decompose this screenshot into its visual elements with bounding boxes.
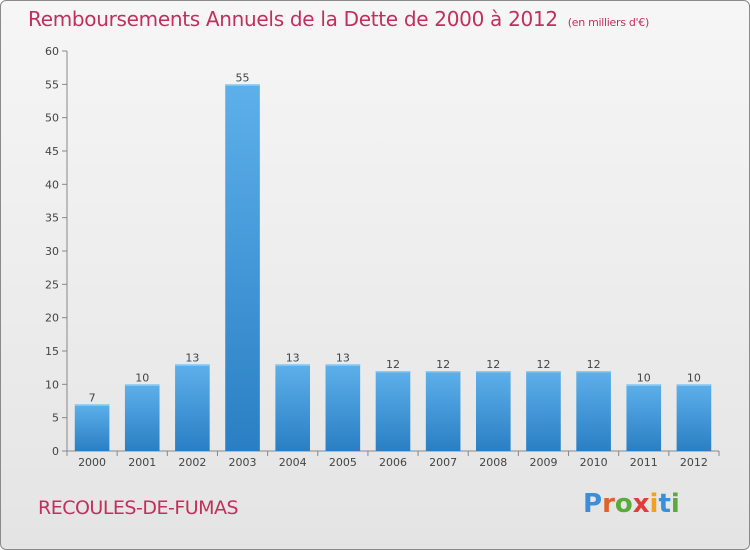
bar-top-highlight (375, 371, 411, 373)
data-label-2005: 13 (336, 351, 350, 364)
bar-top-highlight (676, 384, 712, 386)
x-tick-label-2004: 2004 (279, 456, 307, 469)
bar-2002 (175, 364, 210, 451)
data-label-2001: 10 (135, 371, 149, 384)
bar-top-highlight (175, 364, 210, 366)
y-tick-label: 50 (45, 112, 59, 125)
y-tick-label: 55 (45, 78, 59, 91)
bar-2000 (74, 404, 110, 451)
bar-2001 (124, 384, 160, 451)
bar-2010 (576, 371, 611, 451)
y-tick-label: 25 (45, 278, 59, 291)
x-tick-label-2005: 2005 (329, 456, 357, 469)
bar-2009 (526, 371, 561, 451)
x-tick-label-2009: 2009 (529, 456, 557, 469)
bar-2012 (676, 384, 712, 451)
y-tick-label: 30 (45, 245, 59, 258)
x-tick-label-2000: 2000 (78, 456, 106, 469)
y-axis: 0 5 10 15 20 25 30 35 40 45 50 55 60 (45, 45, 68, 458)
data-label-2008: 12 (486, 358, 500, 371)
x-tick-label-2011: 2011 (630, 456, 658, 469)
bar-2007 (425, 371, 461, 451)
bar-2008 (476, 371, 511, 451)
bar-top-highlight (74, 404, 110, 406)
x-tick-label-2001: 2001 (128, 456, 156, 469)
x-axis: 2000 2001 2002 2003 2004 2005 2006 2007 2008 2009… (66, 450, 720, 469)
data-label-2002: 13 (185, 351, 199, 364)
logo-letter: i (670, 489, 680, 519)
x-tick-label-2006: 2006 (379, 456, 407, 469)
logo-letter: o (614, 489, 633, 519)
bar-top-highlight (626, 384, 662, 386)
y-tick-label: 60 (45, 45, 59, 58)
data-label-2011: 10 (637, 371, 651, 384)
data-label-2007: 12 (436, 358, 450, 371)
y-tick-label: 35 (45, 212, 59, 225)
data-label-2003: 55 (236, 71, 250, 84)
logo-letter: r (602, 489, 615, 519)
bar-2003 (225, 84, 260, 451)
logo-letter: i (649, 489, 659, 519)
logo-letter: x (632, 489, 650, 519)
data-label-2000: 7 (89, 391, 96, 404)
x-tick-label-2002: 2002 (178, 456, 206, 469)
bars (74, 84, 712, 451)
bar-2011 (626, 384, 662, 451)
logo-letter: t (658, 489, 671, 519)
bar-top-highlight (225, 84, 260, 86)
bar-2004 (275, 364, 310, 451)
data-label-2004: 13 (286, 351, 300, 364)
chart-unit: (en milliers d'€) (567, 16, 649, 29)
bar-top-highlight (124, 384, 160, 386)
bar-2005 (325, 364, 361, 451)
x-tick-label-2007: 2007 (429, 456, 457, 469)
x-tick-label-2003: 2003 (229, 456, 257, 469)
chart-title: Remboursements Annuels de la Dette de 20… (28, 7, 649, 31)
y-tick-label: 20 (45, 312, 59, 325)
data-label-2006: 12 (386, 358, 400, 371)
bar-top-highlight (476, 371, 511, 373)
x-tick-label-2008: 2008 (479, 456, 507, 469)
data-label-2010: 12 (587, 358, 601, 371)
commune-name: RECOULES-DE-FUMAS (38, 497, 239, 519)
y-tick-label: 40 (45, 178, 59, 191)
logo-letter: P (583, 489, 603, 519)
y-tick-label: 10 (45, 378, 59, 391)
data-labels: 7 10 13 55 13 13 12 12 12 12 12 10 10 (89, 71, 701, 404)
chart-title-text: Remboursements Annuels de la Dette de 20… (28, 7, 558, 31)
data-label-2009: 12 (536, 358, 550, 371)
y-tick-label: 0 (52, 445, 59, 458)
y-tick-label: 15 (45, 345, 59, 358)
bar-top-highlight (576, 371, 611, 373)
bar-top-highlight (526, 371, 561, 373)
y-tick-label: 45 (45, 145, 59, 158)
x-tick-label-2012: 2012 (680, 456, 708, 469)
data-label-2012: 10 (687, 371, 701, 384)
bar-top-highlight (275, 364, 310, 366)
bar-2006 (375, 371, 411, 451)
bar-top-highlight (325, 364, 361, 366)
y-tick-label: 5 (52, 412, 59, 425)
x-tick-label-2010: 2010 (580, 456, 608, 469)
proxiti-logo: Proxiti (583, 489, 680, 519)
bar-top-highlight (425, 371, 461, 373)
